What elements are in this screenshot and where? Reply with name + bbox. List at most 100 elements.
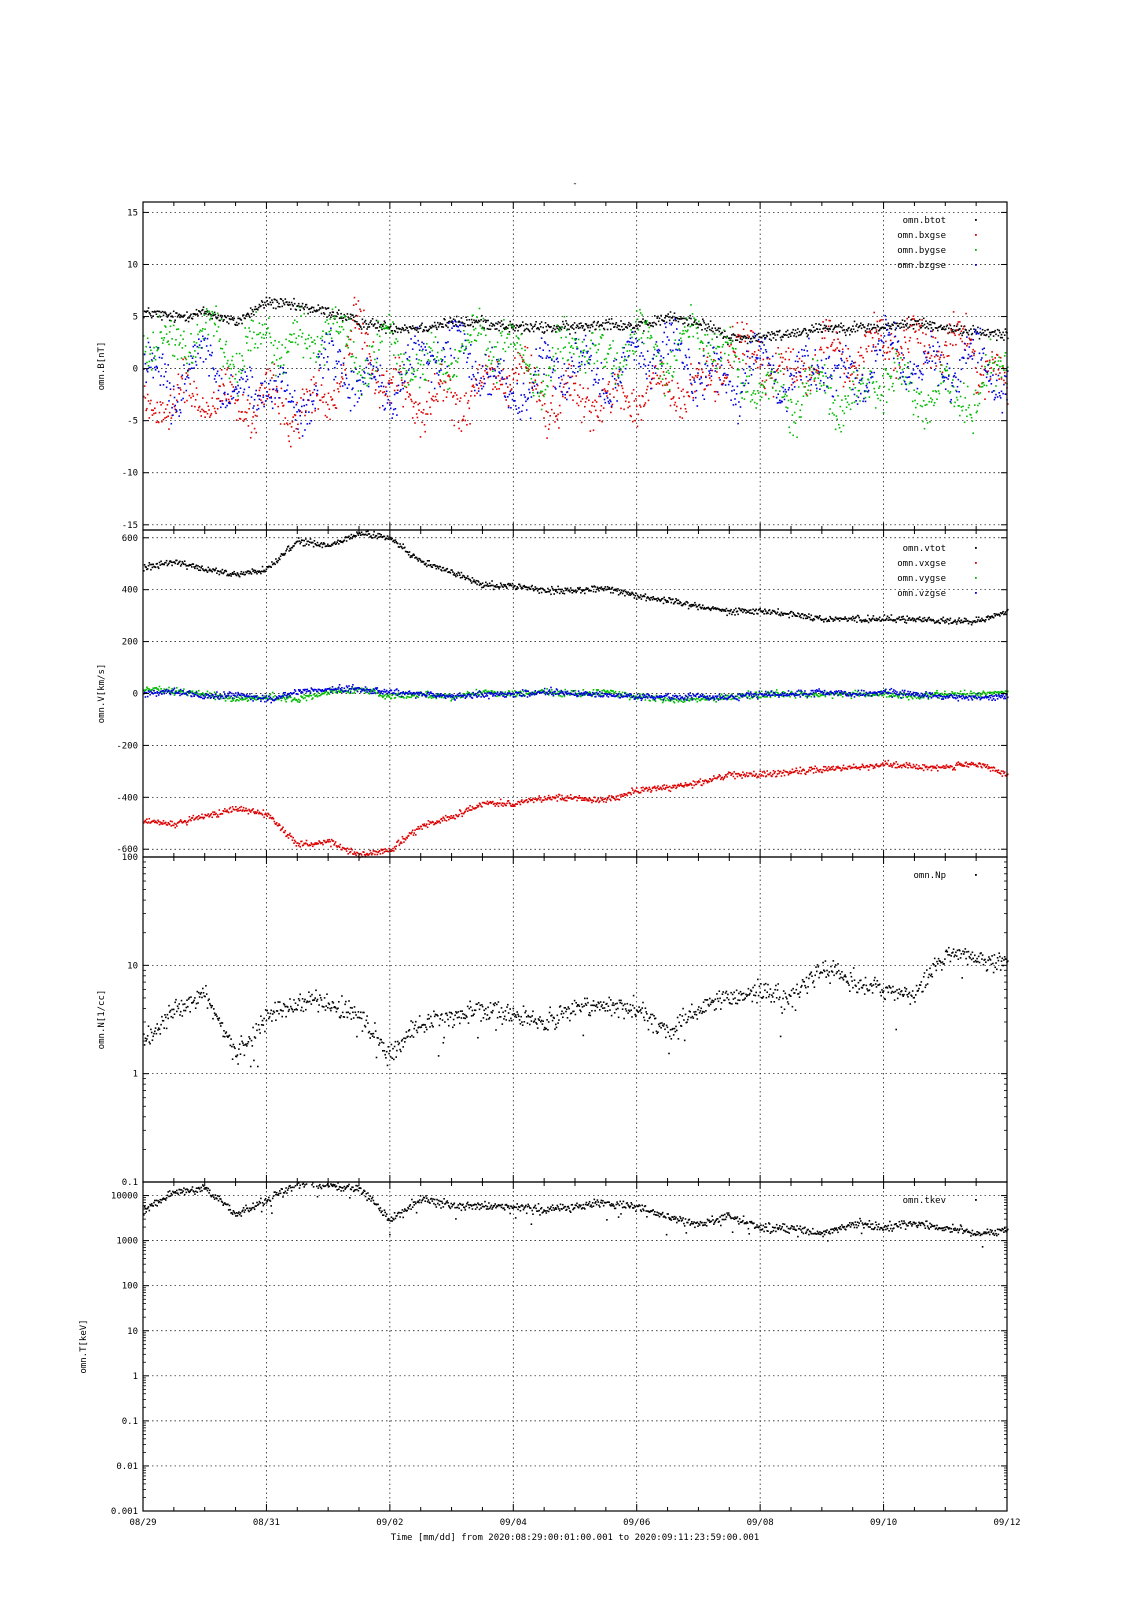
data-point — [541, 357, 544, 359]
data-point — [555, 352, 557, 355]
data-point — [681, 317, 684, 320]
data-point — [425, 326, 427, 328]
data-point — [151, 310, 154, 313]
data-point — [366, 328, 368, 330]
data-point — [545, 410, 548, 413]
data-point — [576, 324, 578, 326]
data-point — [762, 384, 765, 387]
data-point — [473, 329, 475, 331]
data-point — [310, 307, 313, 310]
data-point — [840, 322, 842, 325]
data-point — [146, 370, 149, 373]
data-point — [640, 352, 643, 354]
data-point — [779, 329, 781, 332]
data-point — [657, 352, 660, 354]
data-point — [555, 325, 558, 328]
data-point — [387, 538, 390, 540]
data-point — [437, 374, 440, 376]
data-point — [324, 307, 327, 309]
data-point — [273, 380, 276, 382]
data-point — [510, 327, 513, 329]
data-point — [187, 374, 189, 376]
data-point — [293, 545, 295, 547]
data-point — [589, 430, 592, 432]
data-point — [287, 351, 290, 353]
data-point — [303, 312, 305, 315]
data-point — [206, 310, 209, 312]
data-point — [165, 314, 168, 316]
data-point — [777, 393, 779, 395]
data-point — [614, 386, 617, 389]
data-point — [333, 389, 335, 392]
data-point — [974, 367, 977, 369]
data-point — [862, 356, 864, 359]
data-point — [834, 367, 837, 369]
data-point — [279, 306, 281, 308]
data-point — [476, 321, 478, 323]
data-point — [466, 575, 469, 577]
data-point — [424, 430, 426, 433]
data-point — [756, 333, 758, 336]
data-point — [335, 315, 338, 318]
data-point — [389, 382, 392, 384]
data-point — [410, 338, 412, 340]
data-point — [422, 329, 425, 331]
data-point — [942, 375, 945, 378]
data-point — [200, 313, 202, 315]
data-point — [566, 398, 568, 401]
data-point — [782, 336, 784, 338]
data-point — [781, 400, 783, 403]
data-point — [463, 575, 465, 577]
data-point — [218, 340, 221, 342]
data-point — [812, 358, 814, 360]
data-point — [970, 338, 973, 341]
data-point — [413, 402, 415, 405]
data-point — [405, 370, 408, 372]
data-point — [1005, 393, 1007, 395]
data-point — [870, 370, 872, 373]
data-point — [366, 345, 368, 347]
data-point — [747, 350, 750, 353]
data-point — [172, 388, 175, 391]
data-point — [275, 359, 278, 361]
data-point — [725, 391, 728, 394]
data-point — [818, 373, 820, 376]
data-point — [824, 392, 827, 394]
data-point — [885, 401, 888, 403]
data-point — [161, 353, 164, 356]
data-point — [643, 405, 645, 408]
data-point — [589, 347, 592, 350]
data-point — [830, 374, 832, 376]
data-point — [1000, 376, 1003, 379]
data-point — [538, 328, 540, 331]
data-point — [600, 337, 603, 339]
data-point — [371, 318, 374, 320]
data-point — [188, 316, 191, 319]
data-point — [172, 403, 174, 405]
data-point — [167, 364, 169, 366]
data-point — [815, 323, 817, 325]
data-point — [871, 328, 873, 331]
data-point — [558, 427, 560, 429]
data-point — [436, 372, 438, 375]
data-point — [422, 330, 424, 333]
data-point — [683, 368, 685, 370]
data-point — [824, 329, 827, 332]
data-point — [145, 381, 147, 384]
data-point — [285, 550, 287, 552]
data-point — [150, 409, 153, 411]
data-point — [297, 335, 300, 337]
data-point — [588, 410, 591, 412]
data-point — [352, 304, 355, 306]
data-point — [308, 334, 310, 336]
data-point — [550, 376, 552, 378]
data-point — [409, 363, 412, 366]
data-point — [402, 327, 404, 330]
data-point — [975, 411, 978, 414]
data-point — [827, 377, 829, 379]
data-point — [168, 428, 170, 430]
data-point — [941, 371, 944, 374]
data-point — [271, 563, 274, 566]
data-point — [926, 326, 928, 328]
data-point — [254, 393, 257, 395]
